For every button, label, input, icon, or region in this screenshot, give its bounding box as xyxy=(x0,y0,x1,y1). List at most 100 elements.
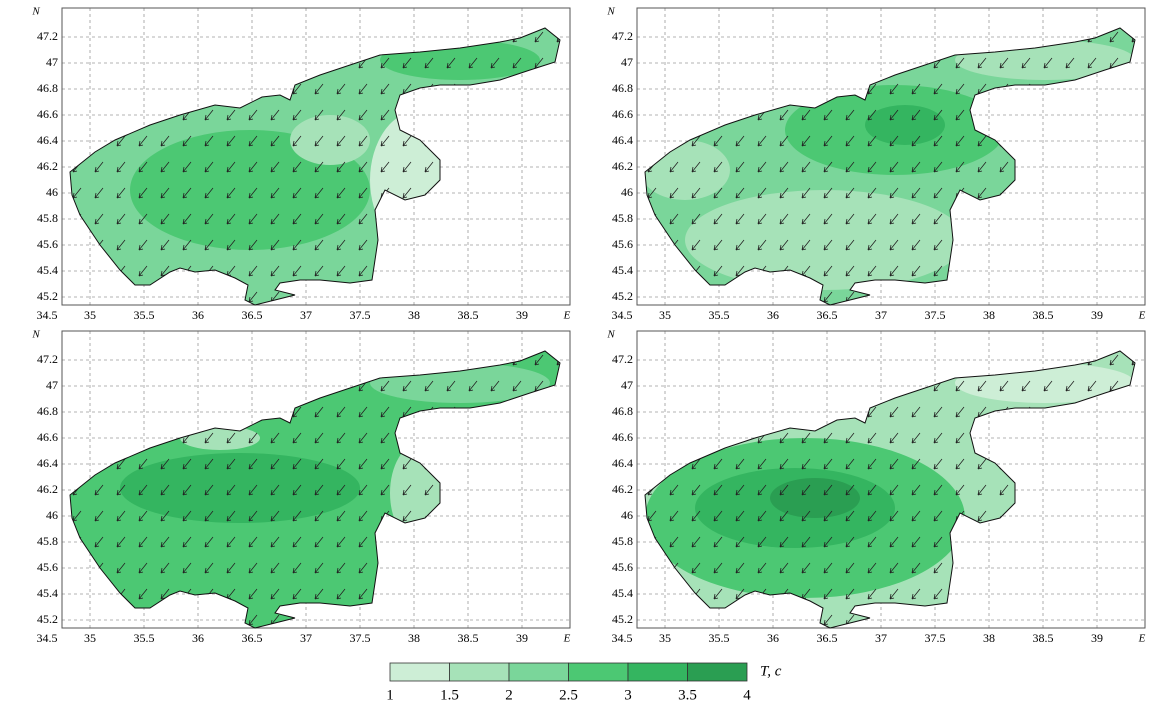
x-tick-label: 36.5 xyxy=(817,308,838,322)
x-axis-label: E xyxy=(563,310,571,322)
x-tick-label: 35 xyxy=(659,631,671,645)
x-tick-label: 36 xyxy=(767,308,779,322)
x-tick-label: 36.5 xyxy=(242,631,263,645)
panel: 34.53535.53636.53737.53838.53945.245.445… xyxy=(0,323,600,645)
y-tick-label: 46.4 xyxy=(37,456,58,470)
colorbar-swatch xyxy=(390,663,450,681)
y-tick-label: 47 xyxy=(621,378,633,392)
x-tick-label: 34.5 xyxy=(37,631,58,645)
y-tick-label: 47.2 xyxy=(612,352,633,366)
x-tick-label: 37 xyxy=(875,308,887,322)
y-tick-label: 45.2 xyxy=(612,289,633,303)
y-tick-label: 45.4 xyxy=(37,263,58,277)
colorbar-swatch xyxy=(569,663,629,681)
x-tick-label: 34.5 xyxy=(37,308,58,322)
y-tick-label: 45.6 xyxy=(612,237,633,251)
y-axis-label: N xyxy=(31,6,40,18)
y-tick-label: 46.2 xyxy=(37,482,58,496)
y-tick-label: 46 xyxy=(46,508,58,522)
colorbar-swatch xyxy=(450,663,510,681)
x-tick-label: 37.5 xyxy=(350,308,371,322)
y-axis-label: N xyxy=(606,6,615,18)
x-tick-label: 37 xyxy=(300,631,312,645)
x-tick-label: 38 xyxy=(983,631,995,645)
x-tick-label: 38.5 xyxy=(458,631,479,645)
y-tick-label: 45.4 xyxy=(37,586,58,600)
x-tick-label: 39 xyxy=(516,308,528,322)
y-tick-label: 46.2 xyxy=(612,159,633,173)
y-tick-label: 46 xyxy=(621,185,633,199)
x-tick-label: 36 xyxy=(767,631,779,645)
x-tick-label: 36.5 xyxy=(817,631,838,645)
y-tick-label: 46 xyxy=(621,508,633,522)
x-tick-label: 36.5 xyxy=(242,308,263,322)
y-axis-label: N xyxy=(31,329,40,341)
y-tick-label: 47 xyxy=(46,55,58,69)
y-tick-label: 47.2 xyxy=(37,29,58,43)
x-tick-label: 36 xyxy=(192,631,204,645)
y-tick-label: 46.6 xyxy=(612,430,633,444)
colorbar-tick-label: 1 xyxy=(386,687,394,703)
colorbar-tick-label: 2.5 xyxy=(559,687,578,703)
x-tick-label: 39 xyxy=(1091,308,1103,322)
x-tick-label: 38.5 xyxy=(1033,308,1054,322)
x-tick-label: 37.5 xyxy=(925,308,946,322)
x-tick-label: 37.5 xyxy=(925,631,946,645)
y-tick-label: 45.6 xyxy=(37,237,58,251)
y-tick-label: 47.2 xyxy=(612,29,633,43)
y-tick-label: 46.4 xyxy=(37,133,58,147)
y-tick-label: 45.8 xyxy=(612,211,633,225)
y-tick-label: 45.8 xyxy=(37,534,58,548)
x-tick-label: 35.5 xyxy=(134,631,155,645)
x-tick-label: 38 xyxy=(408,631,420,645)
y-tick-label: 45.8 xyxy=(37,211,58,225)
y-tick-label: 45.4 xyxy=(612,586,633,600)
colorbar-swatch xyxy=(628,663,688,681)
x-tick-label: 37 xyxy=(875,631,887,645)
colorbar-tick-label: 3 xyxy=(624,687,632,703)
y-tick-label: 45.2 xyxy=(37,289,58,303)
y-tick-label: 46.8 xyxy=(37,404,58,418)
figure: 34.5 35 35.5 36 36.5 37 37.5 38 38.5 39 45.2 45.4 45… xyxy=(0,0,1151,705)
x-tick-label: 35 xyxy=(84,308,96,322)
x-tick-label: 35.5 xyxy=(709,631,730,645)
y-tick-label: 45.6 xyxy=(612,560,633,574)
y-tick-label: 47 xyxy=(46,378,58,392)
y-tick-label: 46.2 xyxy=(612,482,633,496)
x-tick-label: 39 xyxy=(1091,631,1103,645)
x-tick-label: 35 xyxy=(659,308,671,322)
y-tick-label: 45.6 xyxy=(37,560,58,574)
y-tick-label: 46.2 xyxy=(37,159,58,173)
y-tick-label: 47.2 xyxy=(37,352,58,366)
y-tick-label: 46.6 xyxy=(612,107,633,121)
x-tick-label: 38 xyxy=(983,308,995,322)
colorbar-label: T, c xyxy=(760,663,782,679)
y-tick-label: 46.6 xyxy=(37,430,58,444)
y-tick-label: 46.6 xyxy=(37,107,58,121)
x-tick-label: 35.5 xyxy=(709,308,730,322)
colorbar-tick-label: 3.5 xyxy=(678,687,697,703)
colorbar-tick-label: 2 xyxy=(505,687,513,703)
x-tick-label: 37 xyxy=(300,308,312,322)
colorbar-swatch xyxy=(688,663,748,681)
y-tick-label: 46.8 xyxy=(37,81,58,95)
x-tick-label: 36 xyxy=(192,308,204,322)
y-tick-label: 45.2 xyxy=(37,612,58,626)
y-tick-label: 46.8 xyxy=(612,404,633,418)
x-tick-label: 37.5 xyxy=(350,631,371,645)
x-tick-label: 39 xyxy=(516,631,528,645)
x-tick-label: 38.5 xyxy=(1033,631,1054,645)
x-axis-label: E xyxy=(563,633,571,645)
x-tick-label: 35.5 xyxy=(134,308,155,322)
y-tick-label: 46 xyxy=(46,185,58,199)
colorbar-swatch xyxy=(509,663,569,681)
x-axis-label: E xyxy=(1138,310,1146,322)
y-tick-label: 47 xyxy=(621,55,633,69)
y-tick-label: 46.4 xyxy=(612,456,633,470)
y-tick-label: 45.8 xyxy=(612,534,633,548)
y-tick-label: 45.2 xyxy=(612,612,633,626)
panel: 34.53535.53636.53737.53838.53945.245.445… xyxy=(575,0,1151,322)
